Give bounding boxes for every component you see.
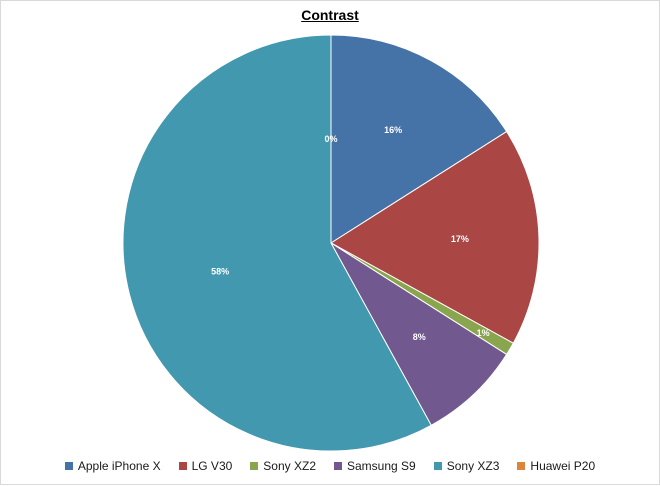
legend-swatch (64, 462, 73, 470)
legend-swatch (250, 462, 259, 470)
chart-legend: Apple iPhone X LG V30 Sony XZ2 Samsung S9 So… (1, 459, 659, 473)
legend-label: Huawei P20 (530, 459, 596, 473)
pie-slice-lg-v30 (330, 130, 540, 344)
data-label-sony-xz3: 58% (211, 266, 229, 276)
legend-label: Sony XZ3 (446, 459, 500, 473)
data-label-sony-xz2: 1% (477, 328, 490, 338)
legend-label: Sony XZ2 (263, 459, 316, 473)
data-label-samsung-s9: 8% (413, 332, 426, 342)
legend-item-apple-iphone-x: Apple iPhone X (64, 459, 161, 473)
legend-swatch (433, 462, 442, 470)
legend-swatch (517, 462, 526, 470)
chart-title: Contrast (301, 7, 359, 23)
legend-swatch (334, 462, 342, 470)
legend-item-lg-v30: LG V30 (178, 459, 233, 473)
pie-slice-sony-xz3 (122, 34, 432, 452)
legend-item-sony-xz2: Sony XZ2 (250, 459, 316, 473)
legend-label: LG V30 (191, 459, 233, 473)
pie-slice-samsung-s9 (330, 242, 508, 426)
data-label-huawei-p20: 0% (324, 134, 337, 144)
legend-swatch (178, 462, 187, 470)
legend-item-sony-xz3: Sony XZ3 (433, 459, 500, 473)
legend-label: Samsung S9 (347, 459, 416, 473)
legend-label: Apple iPhone X (77, 459, 161, 473)
data-label-lg-v30: 17% (451, 234, 469, 244)
pie-slice-apple-iphone-x (330, 34, 508, 244)
data-label-apple-iphone-x: 16% (384, 125, 402, 135)
legend-item-samsung-s9: Samsung S9 (334, 459, 416, 473)
legend-item-huawei-p20: Huawei P20 (517, 459, 595, 473)
